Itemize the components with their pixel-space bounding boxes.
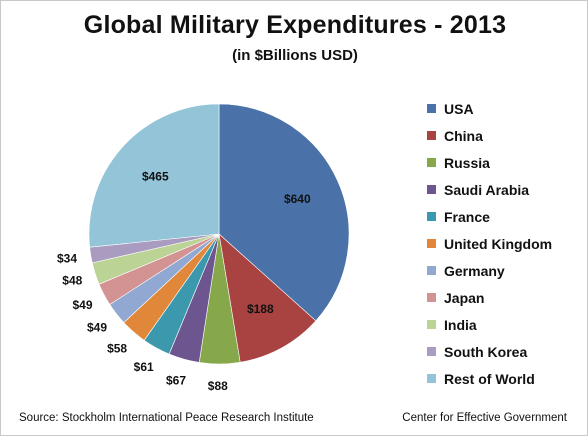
legend-label: South Korea bbox=[444, 343, 528, 360]
data-label-germany: $49 bbox=[87, 320, 107, 334]
data-label-usa: $640 bbox=[284, 192, 311, 206]
legend-label: India bbox=[444, 316, 477, 333]
source-note: Source: Stockholm International Peace Re… bbox=[19, 412, 314, 424]
data-label-china: $188 bbox=[247, 302, 274, 316]
data-label-united-kingdom: $58 bbox=[107, 342, 127, 356]
legend-swatch bbox=[427, 131, 436, 140]
legend-swatch bbox=[427, 185, 436, 194]
pie-slice-rest-of-world bbox=[88, 103, 220, 248]
legend-item-france: France bbox=[427, 203, 587, 230]
legend-item-germany: Germany bbox=[427, 257, 587, 284]
legend-item-usa: USA bbox=[427, 95, 587, 122]
legend-label: Japan bbox=[444, 289, 485, 306]
legend-label: Rest of World bbox=[444, 370, 535, 387]
data-label-japan: $49 bbox=[72, 298, 92, 312]
legend-item-russia: Russia bbox=[427, 149, 587, 176]
legend-label: Russia bbox=[444, 154, 490, 171]
pie-slice-usa bbox=[218, 103, 350, 322]
legend-item-saudi-arabia: Saudi Arabia bbox=[427, 176, 587, 203]
data-label-india: $48 bbox=[62, 273, 82, 287]
legend-label: China bbox=[444, 127, 483, 144]
legend-swatch bbox=[427, 158, 436, 167]
chart-title: Global Military Expenditures - 2013 bbox=[83, 11, 507, 39]
legend-swatch bbox=[427, 266, 436, 275]
legend-swatch bbox=[427, 320, 436, 329]
legend-swatch bbox=[427, 104, 436, 113]
legend-item-japan: Japan bbox=[427, 284, 587, 311]
legend-label: Saudi Arabia bbox=[444, 181, 530, 198]
legend-swatch bbox=[427, 374, 436, 383]
legend-item-south-korea: South Korea bbox=[427, 338, 587, 365]
legend-item-china: China bbox=[427, 122, 587, 149]
legend: USA China Russia Saudi Arabia France United K… bbox=[427, 95, 587, 392]
data-label-saudi-arabia: $67 bbox=[166, 373, 186, 387]
legend-label: Germany bbox=[444, 262, 505, 279]
data-label-south-korea: $34 bbox=[57, 252, 77, 266]
data-label-rest-of-world: $465 bbox=[142, 170, 169, 184]
chart-subtitle: (in $Billions USD) bbox=[232, 47, 358, 64]
legend-swatch bbox=[427, 347, 436, 356]
legend-item-india: India bbox=[427, 311, 587, 338]
legend-swatch bbox=[427, 293, 436, 302]
legend-item-united-kingdom: United Kingdom bbox=[427, 230, 587, 257]
legend-swatch bbox=[427, 239, 436, 248]
legend-item-rest-of-world: Rest of World bbox=[427, 365, 587, 392]
pie-slice-china bbox=[218, 233, 317, 363]
data-label-france: $61 bbox=[134, 360, 154, 374]
credit-note: Center for Effective Government bbox=[402, 412, 567, 424]
legend-swatch bbox=[427, 212, 436, 221]
data-label-russia: $88 bbox=[208, 379, 228, 393]
legend-label: USA bbox=[444, 100, 474, 117]
legend-label: France bbox=[444, 208, 490, 225]
legend-label: United Kingdom bbox=[444, 235, 553, 252]
